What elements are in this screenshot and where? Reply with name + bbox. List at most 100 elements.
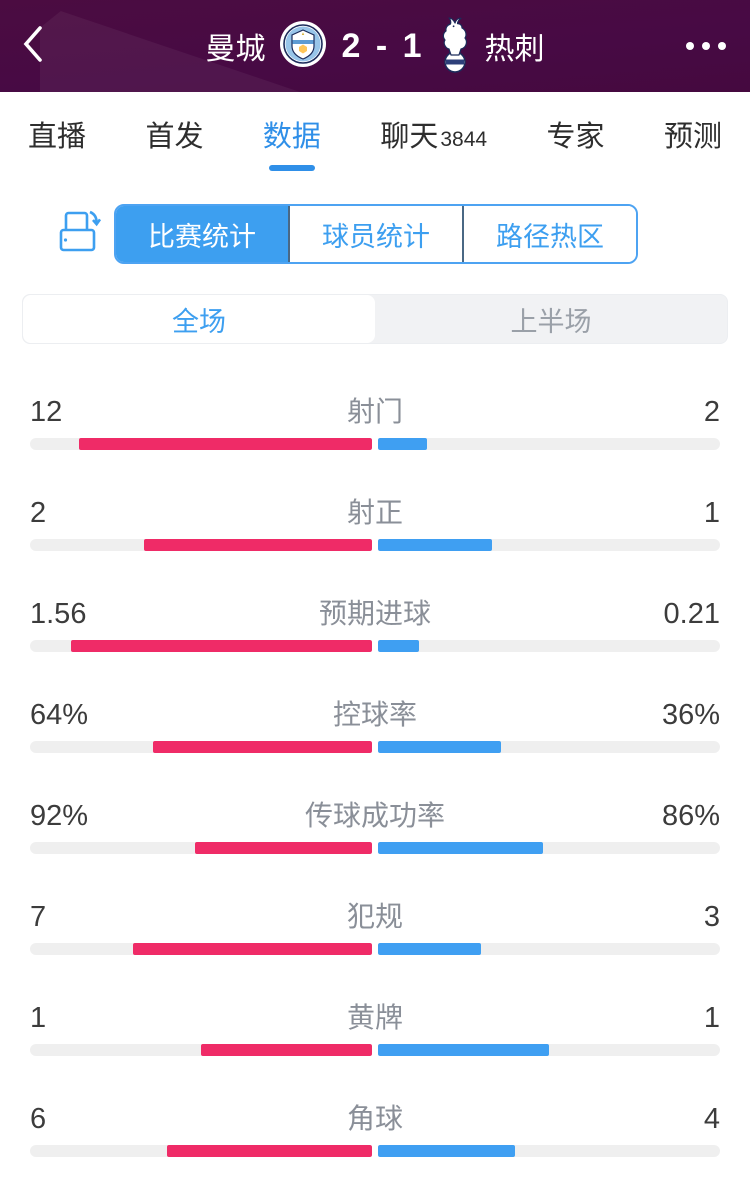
home-stat-value: 1 [30,1002,47,1034]
away-stat-value: 0.21 [663,598,720,630]
stat-type-segmented-control: 比赛统计 球员统计 路径热区 [114,204,638,264]
rotate-screen-button[interactable] [54,208,102,260]
away-bar-fill [378,943,481,955]
stat-tab-路径热区[interactable]: 路径热区 [462,206,636,262]
away-bar-track [378,842,720,854]
tab-直播[interactable]: 直播 [28,121,87,153]
main-tab-bar: 直播 首发 数据 聊天 3844 专家 预测 [0,92,750,176]
stat-type-row: 比赛统计 球员统计 路径热区 [0,204,750,264]
away-bar-fill [378,1044,549,1056]
away-bar-fill [378,539,492,551]
stat-row-角球: 6 角球 4 [30,1077,720,1178]
home-bar-track [30,1145,372,1157]
stat-tab-比赛统计[interactable]: 比赛统计 [116,206,288,262]
stat-bar [30,741,720,753]
match-header: 曼城 2 - 1 热刺 [0,0,750,92]
away-team-name: 热刺 [484,33,545,66]
match-title: 曼城 2 - 1 热刺 [205,15,545,78]
home-bar-fill [153,741,372,753]
away-stat-value: 36% [661,699,720,731]
stat-row-传球成功率: 92% 传球成功率 86% [30,774,720,875]
more-options-button[interactable] [686,0,726,92]
home-bar-fill [144,539,372,551]
ellipsis-dot [718,42,726,50]
away-bar-track [378,438,720,450]
period-tab-上半场[interactable]: 上半场 [510,306,592,337]
stat-label: 预期进球 [318,598,431,629]
home-bar-fill [195,842,372,854]
stat-bar [30,842,720,854]
stat-label: 射正 [346,497,403,528]
home-bar-track [30,943,372,955]
home-bar-track [30,438,372,450]
tab-专家[interactable]: 专家 [546,121,605,153]
stat-row-黄牌: 1 黄牌 1 [30,976,720,1077]
stat-tab-球员统计[interactable]: 球员统计 [288,206,462,262]
away-bar-track [378,640,720,652]
match-stats-list: 12 射门 2 2 射正 1 1.56 [0,344,750,1178]
stat-label: 犯规 [346,901,403,932]
away-bar-fill [378,438,427,450]
home-bar-fill [166,1145,372,1157]
stat-label: 黄牌 [346,1002,403,1033]
away-bar-track [378,741,720,753]
stat-label: 射门 [346,396,403,427]
away-stat-value: 86% [661,800,720,832]
tab-首发[interactable]: 首发 [145,121,204,153]
away-bar-track [378,1044,720,1056]
away-bar-fill [378,741,502,753]
away-stat-value: 1 [703,1002,720,1034]
stat-bar [30,640,720,652]
stat-bar [30,1044,720,1056]
home-stat-value: 1.56 [30,598,87,630]
away-stat-value: 1 [703,497,720,529]
period-tab-全场[interactable]: 全场 [23,295,375,343]
home-bar-track [30,1044,372,1056]
tab-badge: 3844 [440,128,488,151]
tab-数据[interactable]: 数据 [263,92,321,176]
away-bar-fill [378,640,419,652]
away-bar-fill [378,842,544,854]
home-stat-value: 6 [30,1103,47,1135]
home-bar-track [30,539,372,551]
home-bar-fill [70,640,372,652]
home-stat-value: 7 [30,901,47,933]
stat-bar [30,539,720,551]
away-bar-track [378,943,720,955]
stat-row-射正: 2 射正 1 [30,471,720,572]
back-button[interactable] [22,0,44,92]
tottenham-badge-icon [439,15,471,78]
away-stat-value: 3 [703,901,720,933]
home-stat-value: 12 [30,396,63,428]
away-bar-track [378,1145,720,1157]
period-toggle: 全场 上半场 [22,294,728,344]
home-bar-fill [78,438,372,450]
home-bar-fill [132,943,372,955]
stat-bar [30,1145,720,1157]
away-bar-track [378,539,720,551]
ellipsis-dot [702,42,710,50]
stat-row-射门: 12 射门 2 [30,370,720,471]
stat-row-预期进球: 1.56 预期进球 0.21 [30,572,720,673]
tab-聊天[interactable]: 聊天 3844 [380,121,488,153]
stat-bar [30,943,720,955]
ellipsis-dot [686,42,694,50]
home-bar-track [30,640,372,652]
away-bar-fill [378,1145,515,1157]
home-team-name: 曼城 [205,33,266,66]
active-tab-underline [268,165,315,171]
match-score: 2 - 1 [341,26,425,65]
home-stat-value: 92% [30,800,89,832]
stat-row-控球率: 64% 控球率 36% [30,673,720,774]
stat-bar [30,438,720,450]
home-bar-track [30,842,372,854]
home-bar-fill [201,1044,372,1056]
tab-预测[interactable]: 预测 [663,121,722,153]
home-stat-value: 2 [30,497,47,529]
stat-row-犯规: 7 犯规 3 [30,875,720,976]
stat-label: 角球 [346,1103,403,1134]
chevron-left-icon [22,25,44,68]
home-stat-value: 64% [30,699,89,731]
stat-label: 控球率 [332,699,417,730]
home-bar-track [30,741,372,753]
